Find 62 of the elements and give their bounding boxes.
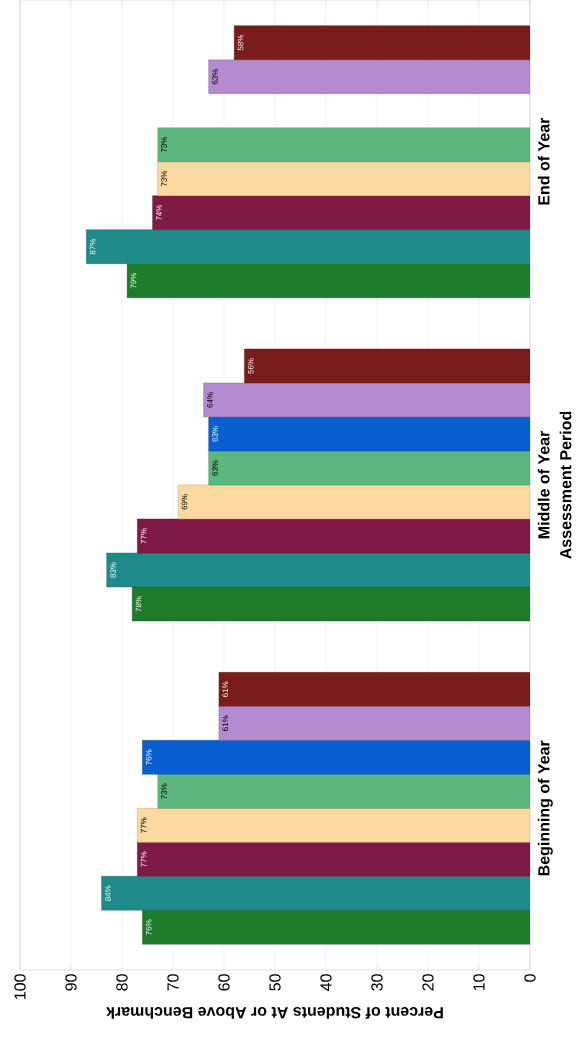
- y-tick-label: Middle of Year: [537, 430, 550, 539]
- data-label: 83%: [110, 562, 116, 578]
- bar: [126, 263, 530, 298]
- bar: [218, 672, 530, 707]
- data-label: 64%: [207, 392, 213, 408]
- data-label: 77%: [140, 528, 147, 544]
- x-tick-label: 50: [269, 974, 281, 991]
- data-label: 73%: [161, 170, 167, 187]
- data-label: 74%: [156, 204, 162, 221]
- data-label: 56%: [247, 358, 254, 374]
- bar: [137, 518, 530, 554]
- x-tick-label: 70: [167, 974, 179, 991]
- bar: [157, 774, 530, 809]
- y-tick-label: End of Year: [537, 117, 550, 205]
- data-label: 61%: [222, 681, 229, 697]
- x-tick-label: 40: [320, 974, 332, 991]
- x-axis-title: Percent of Students At or Above Benchmark: [106, 1007, 443, 1019]
- bar: [142, 740, 530, 775]
- data-label: 76%: [145, 749, 152, 765]
- bar: [177, 484, 530, 520]
- bar: [152, 195, 530, 230]
- bar: [142, 910, 530, 945]
- bar: [208, 416, 530, 452]
- x-tick-label: 0: [524, 974, 536, 982]
- y-tick-label: Beginning of Year: [537, 740, 553, 876]
- data-label: 76%: [145, 919, 152, 935]
- bar: [203, 382, 530, 418]
- bar: [218, 706, 530, 741]
- y-axis-title: Assessment Period: [559, 411, 572, 559]
- data-label: 61%: [222, 715, 229, 731]
- bar: [131, 586, 530, 622]
- bar: [157, 161, 530, 196]
- x-tick-label: 60: [218, 974, 230, 991]
- bar: [86, 229, 530, 264]
- data-label: 73%: [161, 783, 167, 799]
- bar: [208, 450, 530, 486]
- data-label: 84%: [105, 885, 111, 901]
- data-label: 63%: [212, 68, 218, 85]
- data-label: 58%: [237, 34, 244, 51]
- data-label: 87%: [89, 238, 96, 255]
- x-tick-label: 30: [371, 974, 383, 991]
- data-label: 77%: [140, 851, 147, 867]
- x-tick-label: 10: [473, 974, 485, 991]
- bar: [157, 127, 530, 162]
- data-label: 63%: [212, 426, 218, 442]
- bar: [106, 552, 530, 588]
- bar: [208, 59, 530, 94]
- data-label: 69%: [181, 494, 188, 510]
- data-label: 63%: [212, 460, 218, 476]
- x-tick-label: 100: [14, 974, 26, 999]
- data-label: 73%: [161, 136, 167, 153]
- bar: [137, 808, 530, 843]
- x-tick-label: 90: [65, 974, 77, 991]
- bar: [101, 876, 530, 911]
- x-tick-label: 20: [422, 974, 434, 991]
- data-label: 79%: [130, 272, 137, 289]
- bar: [137, 842, 530, 877]
- data-label: 78%: [135, 596, 142, 612]
- bar: [233, 25, 530, 60]
- data-label: 77%: [140, 817, 147, 833]
- bar: [244, 348, 530, 384]
- x-tick-label: 80: [116, 974, 128, 991]
